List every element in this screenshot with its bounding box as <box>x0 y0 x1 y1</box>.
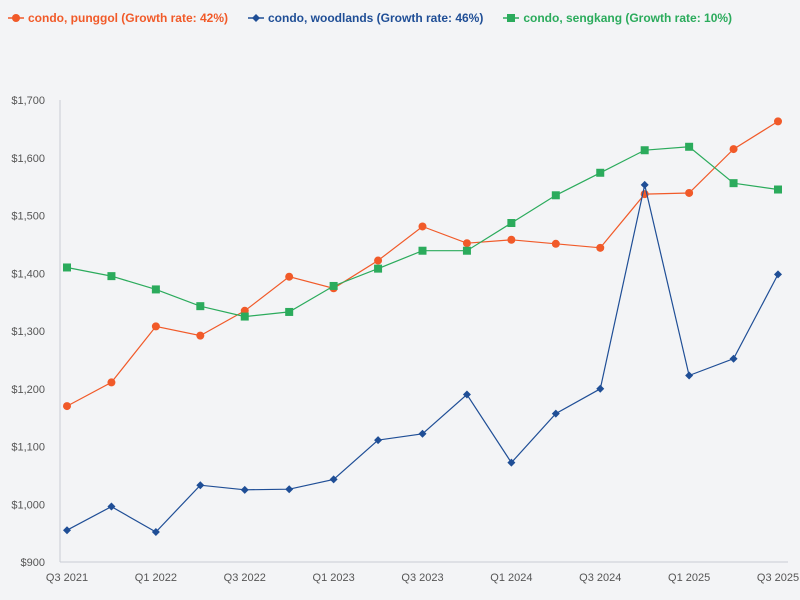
data-point[interactable] <box>507 219 516 228</box>
data-point[interactable] <box>107 502 116 511</box>
y-tick-label: $1,000 <box>11 499 45 511</box>
y-tick-label: $1,100 <box>11 442 45 454</box>
data-point[interactable] <box>151 527 160 536</box>
data-point[interactable] <box>685 142 694 151</box>
data-point[interactable] <box>240 485 249 494</box>
y-tick-label: $1,500 <box>11 211 45 223</box>
y-tick-label: $1,400 <box>11 268 45 280</box>
data-point[interactable] <box>374 264 383 273</box>
data-point[interactable] <box>196 302 205 311</box>
y-tick-label: $1,300 <box>11 326 45 338</box>
data-point[interactable] <box>151 322 160 331</box>
data-point[interactable] <box>729 145 738 154</box>
data-point[interactable] <box>418 429 427 438</box>
legend-marker-icon <box>503 14 520 22</box>
x-tick-label: Q3 2025 <box>757 572 799 584</box>
data-point[interactable] <box>285 307 294 316</box>
data-point[interactable] <box>107 378 116 387</box>
x-tick-label: Q3 2023 <box>401 572 443 584</box>
data-point[interactable] <box>240 312 249 321</box>
x-tick-label: Q3 2024 <box>579 572 621 584</box>
data-point[interactable] <box>63 263 71 272</box>
data-point[interactable] <box>640 146 649 155</box>
series-line-1 <box>66 184 779 533</box>
data-point[interactable] <box>596 168 605 177</box>
data-point[interactable] <box>374 436 383 445</box>
data-point[interactable] <box>285 272 294 281</box>
data-point[interactable] <box>551 191 560 200</box>
legend-item[interactable]: condo, punggol (Growth rate: 42%) <box>8 11 228 25</box>
data-point[interactable] <box>196 481 205 490</box>
data-point[interactable] <box>507 458 516 467</box>
legend-label: condo, punggol (Growth rate: 42%) <box>28 11 228 25</box>
x-tick-label: Q1 2022 <box>135 572 177 584</box>
legend: condo, punggol (Growth rate: 42%) condo, … <box>8 8 732 28</box>
data-point[interactable] <box>329 475 338 484</box>
data-point[interactable] <box>551 409 560 418</box>
series-line-0 <box>66 120 779 407</box>
x-tick-label: Q1 2025 <box>668 572 710 584</box>
data-point[interactable] <box>374 256 383 265</box>
data-point[interactable] <box>107 272 116 281</box>
data-point[interactable] <box>507 235 516 244</box>
data-point[interactable] <box>774 185 782 194</box>
data-point[interactable] <box>151 285 160 294</box>
data-point[interactable] <box>640 180 649 189</box>
y-tick-label: $900 <box>21 557 45 569</box>
data-point[interactable] <box>685 188 694 197</box>
data-point[interactable] <box>462 390 471 399</box>
data-point[interactable] <box>196 331 205 340</box>
data-point[interactable] <box>462 239 471 248</box>
legend-label: condo, woodlands (Growth rate: 46%) <box>268 11 484 25</box>
data-point[interactable] <box>462 246 471 255</box>
legend-item[interactable]: condo, sengkang (Growth rate: 10%) <box>503 11 732 25</box>
legend-label: condo, sengkang (Growth rate: 10%) <box>523 11 733 25</box>
data-point[interactable] <box>685 371 694 380</box>
y-tick-label: $1,200 <box>11 384 45 396</box>
data-point[interactable] <box>285 485 294 494</box>
data-point[interactable] <box>418 222 427 231</box>
data-point[interactable] <box>329 281 338 290</box>
x-tick-label: Q3 2021 <box>46 572 88 584</box>
data-point[interactable] <box>774 117 782 126</box>
data-point[interactable] <box>551 239 560 248</box>
data-point[interactable] <box>729 179 738 188</box>
x-tick-label: Q1 2023 <box>313 572 355 584</box>
legend-marker-icon <box>248 14 264 22</box>
data-point[interactable] <box>774 270 782 279</box>
y-tick-label: $1,700 <box>11 95 45 107</box>
data-point[interactable] <box>418 246 427 255</box>
legend-marker-icon <box>8 14 24 22</box>
x-tick-label: Q1 2024 <box>490 572 532 584</box>
series-line-2 <box>66 146 779 318</box>
legend-item[interactable]: condo, woodlands (Growth rate: 46%) <box>248 11 483 25</box>
data-point[interactable] <box>596 384 605 393</box>
x-tick-label: Q3 2022 <box>224 572 266 584</box>
data-point[interactable] <box>729 354 738 363</box>
data-point[interactable] <box>596 243 605 252</box>
data-point[interactable] <box>63 402 71 411</box>
y-tick-label: $1,600 <box>11 153 45 165</box>
data-point[interactable] <box>63 526 71 535</box>
